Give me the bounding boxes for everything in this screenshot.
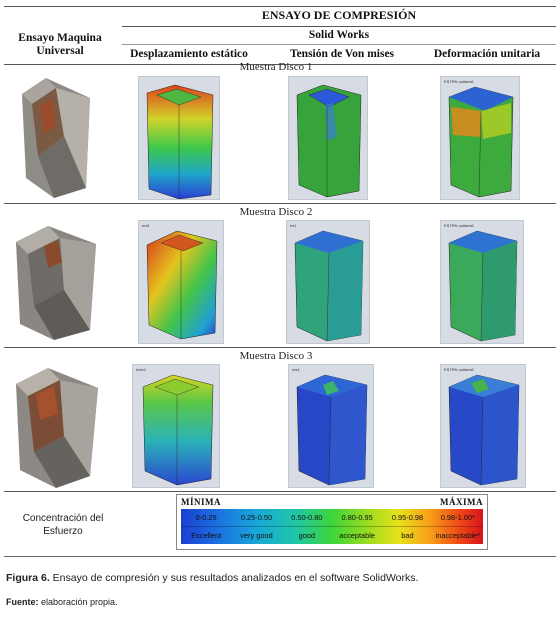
color-scale-legend: MÍNIMA MÁXIMA 0-0.25 0.25-0.50 0.50-0.80… <box>176 494 488 550</box>
scale-rating: good <box>298 531 316 540</box>
col-header-deformation: Deformación unitaria <box>433 48 541 60</box>
caption-text: Ensayo de compresión y sus resultados an… <box>49 572 419 584</box>
source-prefix: Fuente: <box>6 597 39 607</box>
scale-rating: inacceptable* <box>435 531 480 540</box>
scale-range: 0.80-0.95 <box>341 513 373 522</box>
displacement-result: ento1 <box>132 364 220 488</box>
col-header-displacement: Desplazamiento estático <box>130 48 248 60</box>
sample-label: Muestra Disco 1 <box>239 61 313 73</box>
vonmises-result <box>288 76 368 200</box>
result-tag: res1 <box>292 367 300 372</box>
specimen-photo <box>8 220 104 344</box>
scale-max-label: MÁXIMA <box>440 497 483 507</box>
vonmises-result: es1 <box>286 220 370 344</box>
color-gradient-bar: 0-0.25 0.25-0.50 0.50-0.80 0.80-0.95 0.9… <box>181 509 483 544</box>
group-header-solidworks: Solid Works <box>308 29 370 41</box>
specimen-photo <box>16 76 96 200</box>
sample-label: Muestra Disco 2 <box>239 206 313 218</box>
col-header-machine: Ensayo Maquina Universal <box>18 32 102 57</box>
scale-range: 0.25-0.50 <box>240 513 273 522</box>
table-title: ENSAYO DE COMPRESIÓN <box>261 8 417 22</box>
table-top-rule <box>4 6 556 7</box>
group-rule <box>122 44 556 45</box>
deformation-result: ESTRN unitaria1 <box>440 76 520 200</box>
row-rule <box>4 203 556 204</box>
sample-label: Muestra Disco 3 <box>239 350 313 362</box>
result-tag: ESTRN unitaria1 <box>444 367 475 372</box>
result-tag: ent1 <box>142 223 150 228</box>
header-rule <box>4 64 556 65</box>
figure-source: Fuente: elaboración propia. <box>6 597 118 607</box>
row-rule <box>4 491 556 492</box>
deformation-result: ESTRN unitaria1 <box>440 220 524 344</box>
scale-range: 0.98-1.00* <box>440 513 475 522</box>
row-rule <box>4 347 556 348</box>
scale-range: 0-0.25 <box>195 513 217 522</box>
result-tag: es1 <box>290 223 297 228</box>
scale-range: 0.95-0.98 <box>391 513 424 522</box>
deformation-result: ESTRN unitaria1 <box>440 364 526 488</box>
scale-ratings: Excellent very good good acceptable bad … <box>181 527 483 544</box>
source-text: elaboración propia. <box>38 597 118 607</box>
scale-rating: acceptable <box>339 531 376 540</box>
caption-prefix: Figura 6. <box>6 572 50 584</box>
scale-divider <box>181 526 483 527</box>
scale-range: 0.50-0.80 <box>291 513 323 522</box>
title-rule <box>122 26 556 27</box>
result-tag: ESTRN unitaria1 <box>444 79 475 84</box>
col-header-vonmises: Tensión de Von mises <box>289 48 395 60</box>
table-bottom-rule <box>4 556 556 557</box>
specimen-photo <box>6 364 104 490</box>
scale-rating: bad <box>401 531 414 540</box>
displacement-result <box>138 76 220 200</box>
scale-rating: Excellent <box>191 531 222 540</box>
figure-caption: Figura 6. Ensayo de compresión y sus res… <box>6 572 418 584</box>
result-tag: ento1 <box>136 367 147 372</box>
scale-rating: very good <box>240 531 273 540</box>
result-tag: ESTRN unitaria1 <box>444 223 475 228</box>
stress-concentration-label: Concentración del Esfuerzo <box>22 513 104 537</box>
scale-min-label: MÍNIMA <box>181 497 221 507</box>
scale-ranges: 0-0.25 0.25-0.50 0.50-0.80 0.80-0.95 0.9… <box>181 509 483 526</box>
vonmises-result: res1 <box>288 364 374 488</box>
displacement-result: ent1 <box>138 220 224 344</box>
